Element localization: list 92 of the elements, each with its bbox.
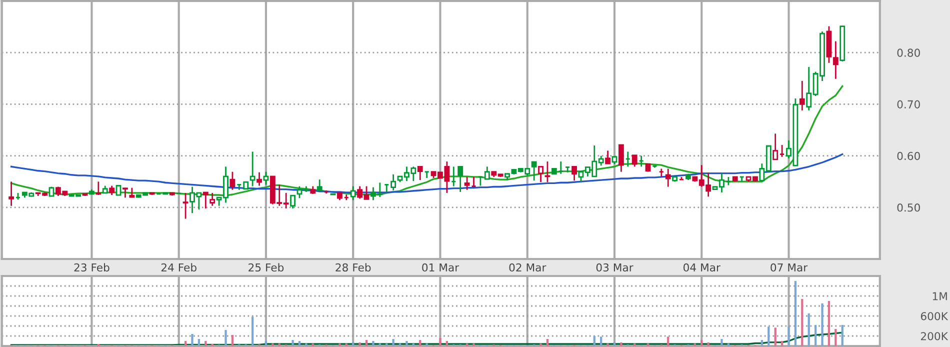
bar xyxy=(292,340,294,346)
candlestick xyxy=(290,194,296,210)
x-tick-label: 04 Mar xyxy=(684,263,720,272)
bar xyxy=(667,336,670,346)
bar xyxy=(593,336,596,346)
bar xyxy=(821,303,824,346)
x-tick-label: 23 Feb xyxy=(74,263,110,272)
bar xyxy=(540,343,542,346)
bar xyxy=(204,341,207,346)
bar xyxy=(406,341,408,346)
candlestick xyxy=(458,166,464,193)
candlestick xyxy=(350,186,356,201)
candlestick xyxy=(484,166,490,180)
y-tick-label: 0.50 xyxy=(897,203,920,212)
bar xyxy=(372,341,374,346)
bar xyxy=(352,342,354,346)
y-tick-label: 0.80 xyxy=(897,48,920,57)
bar xyxy=(251,316,254,346)
bar xyxy=(808,313,810,346)
candlestick xyxy=(665,168,671,188)
bar xyxy=(828,301,830,346)
candlestick xyxy=(799,80,805,112)
candlestick xyxy=(390,174,396,192)
candlestick xyxy=(202,192,208,210)
candlestick xyxy=(116,185,122,196)
y-tick-label: 0.60 xyxy=(897,152,920,160)
x-tick-label: 01 Mar xyxy=(422,263,460,272)
bar xyxy=(358,342,361,346)
bar xyxy=(600,336,602,346)
y-tick-label: 0.70 xyxy=(897,100,920,108)
candlestick xyxy=(618,144,624,172)
x-tick-label: 28 Feb xyxy=(336,263,371,272)
candlestick xyxy=(230,171,236,191)
bar xyxy=(224,330,227,346)
candlestick xyxy=(8,180,14,207)
bar xyxy=(198,339,200,346)
candlestick xyxy=(531,161,537,182)
candlestick xyxy=(256,172,262,186)
bar xyxy=(392,339,394,346)
bar xyxy=(788,326,790,346)
bar xyxy=(338,343,341,346)
candlestick xyxy=(182,192,188,220)
candlestick xyxy=(96,180,102,196)
bar xyxy=(439,338,442,346)
bar xyxy=(191,334,194,346)
line-series xyxy=(10,332,844,346)
candlestick xyxy=(464,176,470,191)
bar xyxy=(780,341,784,346)
candlestick xyxy=(250,150,256,187)
candlestick xyxy=(632,154,638,168)
y-tick-label: 200K xyxy=(920,332,948,340)
bar xyxy=(700,340,703,346)
bar xyxy=(834,329,837,346)
bar xyxy=(419,340,422,346)
bar xyxy=(707,342,710,346)
candlestick xyxy=(129,187,135,198)
bar xyxy=(231,335,234,346)
x-tick-label: 03 Mar xyxy=(596,263,634,272)
y-tick-label: 600K xyxy=(920,312,948,320)
bar xyxy=(546,339,549,346)
candlestick xyxy=(316,178,322,192)
bar xyxy=(606,343,609,346)
bar xyxy=(720,339,723,346)
bar xyxy=(264,341,268,346)
x-tick-label: 25 Feb xyxy=(248,263,284,272)
x-tick-label: 07 Mar xyxy=(770,263,808,272)
y-tick-label: 1M xyxy=(932,292,947,300)
bar xyxy=(794,281,797,346)
bar xyxy=(774,328,776,346)
candlestick xyxy=(544,160,550,183)
x-tick-label: 24 Feb xyxy=(161,263,196,272)
candlestick xyxy=(417,166,423,181)
bar xyxy=(472,343,475,346)
candlestick xyxy=(263,171,269,186)
bar xyxy=(446,341,448,346)
bar xyxy=(298,341,301,346)
candlestick xyxy=(122,187,128,198)
bar xyxy=(620,342,622,346)
candlestick xyxy=(572,166,577,182)
candlestick xyxy=(538,166,544,183)
x-tick-label: 02 Mar xyxy=(509,263,546,272)
bar xyxy=(613,342,616,346)
bar xyxy=(365,340,368,346)
bar xyxy=(841,325,844,346)
candlestick xyxy=(109,185,115,196)
bar xyxy=(760,340,764,346)
bar xyxy=(801,299,804,346)
bar xyxy=(768,326,770,346)
candlestick xyxy=(605,150,610,165)
bar xyxy=(184,341,187,346)
bar xyxy=(305,343,308,346)
bar xyxy=(814,325,817,346)
